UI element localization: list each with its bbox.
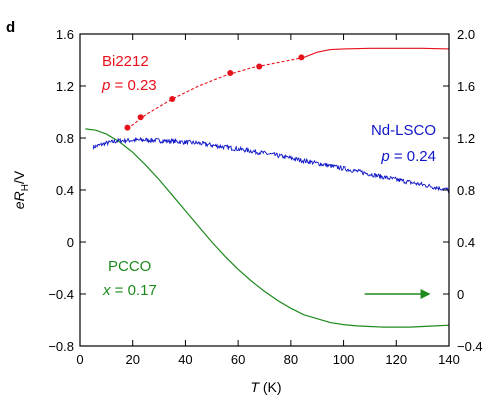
- pcco-label: PCCO: [108, 258, 151, 275]
- nd-lsco-label: Nd-LSCO: [371, 122, 436, 139]
- y-left-tick-label: 0.8: [56, 131, 74, 146]
- y-axis-subscript: H: [20, 184, 31, 191]
- y-axis-title: eRH/V: [11, 170, 31, 209]
- y-right-tick-label: 1.2: [457, 131, 475, 146]
- bi2212-solid-fit: [303, 47, 450, 58]
- bi2212-data-point: [256, 63, 263, 70]
- nd-lsco-doping-var: p: [380, 148, 389, 165]
- axis-arrow-head: [420, 289, 431, 299]
- y-left-tick-label: −0.8: [48, 339, 74, 354]
- y-left-tick-label: 0.4: [56, 183, 74, 198]
- x-tick-label: 40: [178, 352, 192, 367]
- bi2212-doping-value: = 0.23: [110, 77, 156, 94]
- x-tick-label: 60: [231, 352, 245, 367]
- bi2212-data-point: [298, 54, 305, 61]
- x-axis-unit: (K): [259, 379, 282, 395]
- pcco-curve: [85, 128, 450, 328]
- y-right-tick-label: 0.8: [457, 183, 475, 198]
- x-tick-label: 100: [333, 352, 355, 367]
- x-tick-label: 0: [76, 352, 83, 367]
- bi2212-label: Bi2212: [102, 53, 149, 70]
- bi2212-doping-var: p: [101, 77, 110, 94]
- x-tick-label: 120: [385, 352, 407, 367]
- bi2212-doping-label: p = 0.23: [101, 77, 157, 94]
- pcco-doping-var: x: [102, 282, 111, 299]
- y-left-tick-label: −0.4: [48, 287, 74, 302]
- bi2212-data-point: [169, 96, 176, 102]
- x-axis-symbol: T: [250, 379, 260, 395]
- y-left-tick-label: 0: [67, 235, 74, 250]
- y-right-tick-label: −0.4: [457, 339, 483, 354]
- bi2212-data-point: [124, 124, 131, 131]
- x-axis-title: T (K): [250, 379, 281, 395]
- nd-lsco-trace: [92, 136, 450, 194]
- x-tick-label: 20: [125, 352, 139, 367]
- y-right-tick-label: 2.0: [457, 27, 475, 42]
- y-right-tick-label: 1.6: [457, 79, 475, 94]
- series-layer: [85, 47, 450, 328]
- bi2212-dashed-fit: [127, 56, 305, 130]
- y-axis-suffix: /V: [11, 170, 27, 184]
- y-left-tick-label: 1.2: [56, 79, 74, 94]
- y-axis-prefix: e: [11, 201, 27, 209]
- ticks-layer: 0 20 40 60 80 100 120 140 1.6 1.2 0.8 0.4 0 −0.4 −0.8 2…: [48, 27, 482, 367]
- y-right-tick-label: 0: [457, 287, 464, 302]
- pcco-doping-value: = 0.17: [111, 282, 157, 299]
- y-left-tick-label: 1.6: [56, 27, 74, 42]
- bi2212-data-point: [227, 70, 234, 76]
- x-tick-label: 140: [438, 352, 460, 367]
- panel-letter: d: [6, 19, 15, 36]
- pcco-doping-label: x = 0.17: [102, 282, 157, 299]
- nd-lsco-doping-value: = 0.24: [390, 148, 436, 165]
- y-right-tick-label: 0.4: [457, 235, 475, 250]
- bi2212-data-point: [137, 114, 144, 121]
- nd-lsco-doping-label: p = 0.24: [380, 148, 436, 165]
- y-axis-symbol: R: [11, 191, 27, 201]
- x-tick-label: 80: [284, 352, 298, 367]
